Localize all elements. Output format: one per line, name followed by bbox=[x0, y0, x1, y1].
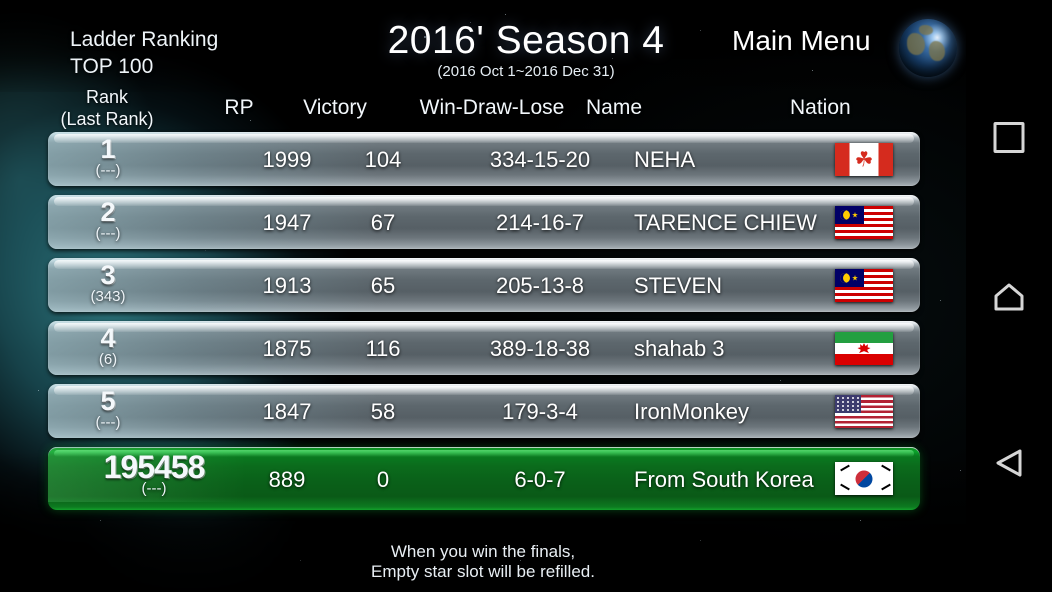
column-header-nation: Nation bbox=[790, 96, 930, 120]
star bbox=[250, 120, 251, 121]
page-title: 2016' Season 4 bbox=[0, 18, 1052, 64]
row-gloss bbox=[54, 260, 914, 269]
rank-number: 2 bbox=[62, 198, 154, 226]
last-rank-value: (---) bbox=[62, 226, 154, 242]
last-rank-value: (6) bbox=[62, 352, 154, 368]
maple-leaf-icon: ☘ bbox=[855, 149, 874, 170]
star bbox=[940, 300, 941, 301]
recents-icon[interactable] bbox=[994, 122, 1025, 153]
cell-name: IronMonkey bbox=[634, 399, 834, 425]
main-menu-button[interactable]: Main Menu bbox=[732, 25, 871, 57]
table-row[interactable]: 1 (---) 1999 104 334-15-20 NEHA ☘ bbox=[48, 132, 920, 186]
trigram-bar bbox=[881, 465, 891, 472]
nation-flag-kr bbox=[835, 462, 893, 495]
row-gloss bbox=[54, 134, 914, 143]
cell-rank: 2 (---) bbox=[62, 198, 154, 242]
cell-rank: 4 (6) bbox=[62, 324, 154, 368]
cell-rank: 5 (---) bbox=[62, 387, 154, 431]
android-navigation-bar bbox=[966, 0, 1052, 592]
column-header-rank-line1: Rank bbox=[52, 86, 162, 108]
table-row[interactable]: 2 (---) 1947 67 214-16-7 TARENCE CHIEW bbox=[48, 195, 920, 249]
star-icon bbox=[852, 275, 858, 281]
nation-flag-my bbox=[835, 269, 893, 302]
home-icon[interactable] bbox=[994, 283, 1024, 311]
rank-number: 1 bbox=[62, 135, 154, 163]
nation-flag-ca: ☘ bbox=[835, 143, 893, 176]
cell-name: shahab 3 bbox=[634, 336, 834, 362]
column-header-name: Name bbox=[586, 96, 786, 120]
back-icon[interactable] bbox=[995, 448, 1023, 478]
flag-canton bbox=[835, 395, 861, 413]
cell-win-draw-lose: 389-18-38 bbox=[428, 336, 652, 362]
last-rank-value: (---) bbox=[62, 163, 154, 179]
ranking-list[interactable]: 1 (---) 1999 104 334-15-20 NEHA ☘ 2 (---) 1947 67 2… bbox=[48, 132, 920, 524]
rank-number: 5 bbox=[62, 387, 154, 415]
cell-win-draw-lose: 179-3-4 bbox=[428, 399, 652, 425]
player-ranking-row[interactable]: 195458 (---) 889 0 6-0-7 From South Korea bbox=[48, 448, 920, 510]
column-header-rank: Rank (Last Rank) bbox=[52, 86, 162, 130]
row-gloss bbox=[54, 197, 914, 206]
footer-hint-line2: Empty star slot will be refilled. bbox=[0, 562, 966, 582]
nation-flag-us bbox=[835, 395, 893, 428]
table-row[interactable]: 3 (343) 1913 65 205-13-8 STEVEN bbox=[48, 258, 920, 312]
trigram-bar bbox=[840, 465, 850, 472]
cell-win-draw-lose: 214-16-7 bbox=[428, 210, 652, 236]
column-header-rank-line2: (Last Rank) bbox=[52, 108, 162, 130]
trigram-bar bbox=[840, 484, 850, 491]
footer-hint-line1: When you win the finals, bbox=[0, 542, 966, 562]
last-rank-value: (---) bbox=[62, 415, 154, 431]
row-gloss bbox=[54, 323, 914, 332]
flag-canton bbox=[835, 206, 864, 224]
nation-flag-ir bbox=[835, 332, 893, 365]
season-date-range: (2016 Oct 1~2016 Dec 31) bbox=[0, 63, 1052, 80]
crescent-icon bbox=[840, 210, 850, 220]
star bbox=[505, 14, 506, 15]
star bbox=[700, 540, 701, 541]
star-icon bbox=[852, 212, 858, 218]
column-header-win-draw-lose: Win-Draw-Lose bbox=[380, 96, 604, 120]
iran-emblem-icon bbox=[858, 343, 871, 354]
table-row[interactable]: 4 (6) 1875 116 389-18-38 shahab 3 bbox=[48, 321, 920, 375]
rank-number: 4 bbox=[62, 324, 154, 352]
trigram-bar bbox=[881, 484, 891, 491]
star bbox=[960, 470, 961, 471]
cell-name: TARENCE CHIEW bbox=[634, 210, 834, 236]
cell-win-draw-lose: 6-0-7 bbox=[428, 467, 652, 493]
footer-hint: When you win the finals, Empty star slot… bbox=[0, 542, 966, 582]
table-row[interactable]: 5 (---) 1847 58 179-3-4 IronMonkey bbox=[48, 384, 920, 438]
cell-name: From South Korea bbox=[634, 467, 834, 493]
cell-name: STEVEN bbox=[634, 273, 834, 299]
cell-rank: 3 (343) bbox=[62, 261, 154, 305]
crescent-icon bbox=[840, 273, 850, 283]
cell-win-draw-lose: 334-15-20 bbox=[428, 147, 652, 173]
cell-rank: 1 (---) bbox=[62, 135, 154, 179]
nation-flag-my bbox=[835, 206, 893, 239]
rank-number: 3 bbox=[62, 261, 154, 289]
app-screen: Ladder Ranking TOP 100 2016' Season 4 (2… bbox=[0, 0, 1052, 592]
cell-name: NEHA bbox=[634, 147, 834, 173]
row-gloss bbox=[54, 386, 914, 395]
cell-win-draw-lose: 205-13-8 bbox=[428, 273, 652, 299]
flag-canton bbox=[835, 269, 864, 287]
taeguk-icon bbox=[856, 470, 873, 487]
star bbox=[38, 390, 39, 391]
last-rank-value: (343) bbox=[62, 289, 154, 305]
globe-icon[interactable] bbox=[899, 19, 957, 77]
